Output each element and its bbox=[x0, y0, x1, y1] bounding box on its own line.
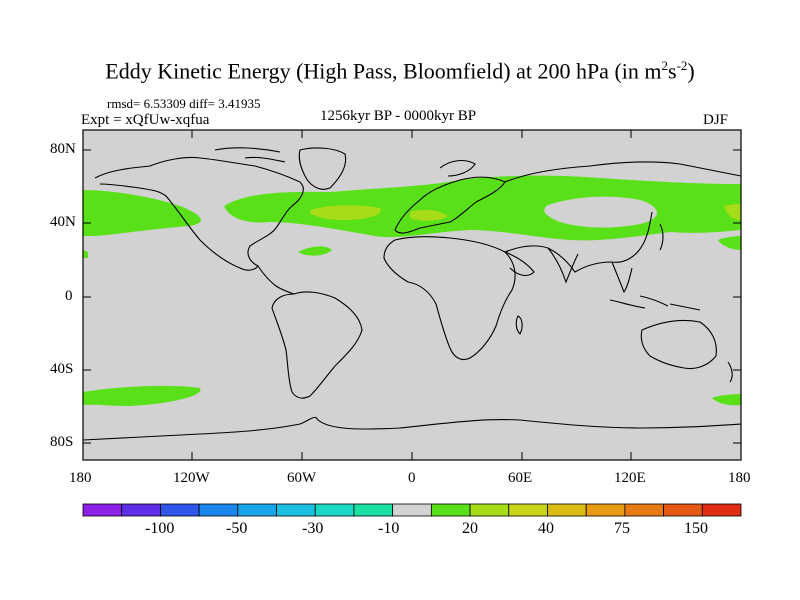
colorbar-swatch bbox=[237, 503, 277, 517]
india-coast bbox=[547, 247, 579, 284]
colorbar-label: -100 bbox=[145, 520, 175, 537]
atlantic-yellow-core bbox=[309, 205, 381, 220]
colorbar-swatch bbox=[276, 503, 316, 517]
arctic-islands bbox=[214, 147, 286, 163]
experiment-label: Expt = xQfUw-xqfua bbox=[81, 112, 210, 128]
lat-label-40n: 40N bbox=[50, 214, 76, 230]
colorbar-label: -30 bbox=[302, 520, 324, 537]
lon-label-120e: 120E bbox=[614, 470, 646, 486]
map-title: Eddy Kinetic Energy (High Pass, Bloomfie… bbox=[105, 58, 695, 84]
coastlines bbox=[82, 147, 742, 441]
lon-label-60w: 60W bbox=[287, 470, 317, 486]
antarctica-coast bbox=[82, 416, 742, 441]
colorbar-swatch bbox=[701, 503, 742, 517]
europe-coast bbox=[394, 176, 506, 234]
right-edge-patch bbox=[718, 236, 741, 250]
lat-label-40s: 40S bbox=[50, 361, 74, 377]
colorbar-swatch bbox=[353, 503, 394, 517]
greenland-coast bbox=[298, 147, 347, 190]
colorbar-swatch bbox=[392, 503, 432, 517]
colorbar-label: 20 bbox=[462, 520, 478, 537]
sh-green-band-left bbox=[83, 385, 201, 406]
colorbar-swatch bbox=[314, 503, 355, 517]
lat-label-0: 0 bbox=[65, 288, 73, 304]
new-zealand-coast bbox=[727, 361, 733, 383]
asia-gray-hole bbox=[544, 196, 657, 228]
stats-text: rmsd= 6.53309 diff= 3.41935 bbox=[107, 96, 261, 111]
lon-label-0: 0 bbox=[408, 470, 416, 486]
period-label: 1256kyr BP - 0000kyr BP bbox=[320, 108, 477, 124]
central-america-coast bbox=[257, 265, 295, 295]
colorbar-swatch bbox=[508, 503, 548, 517]
lon-label-120w: 120W bbox=[173, 470, 210, 486]
map-background bbox=[83, 130, 741, 460]
europe-yellow-core bbox=[410, 209, 448, 221]
pacific-green-band bbox=[83, 190, 201, 236]
africa-coast bbox=[383, 236, 516, 361]
southeast-asia-coast bbox=[611, 261, 633, 294]
south-america-coast bbox=[271, 291, 363, 399]
colorbar-label: 40 bbox=[538, 520, 554, 537]
colorbar-label: 150 bbox=[684, 520, 708, 537]
lat-label-80s: 80S bbox=[50, 434, 74, 450]
lat-label-80n: 80N bbox=[50, 141, 76, 157]
indonesia-coast bbox=[609, 295, 701, 311]
japan-coast bbox=[659, 223, 664, 251]
colorbar bbox=[82, 503, 742, 517]
australia-coast bbox=[640, 319, 717, 370]
scandinavia-coast bbox=[439, 159, 476, 177]
season-label: DJF bbox=[703, 112, 729, 128]
colorbar-swatch bbox=[430, 503, 471, 517]
colorbar-label: -50 bbox=[226, 520, 248, 537]
sh-green-band-right bbox=[712, 394, 741, 406]
colorbar-swatch bbox=[469, 503, 510, 517]
colorbar-swatch bbox=[198, 503, 239, 517]
atlantic-green-patch bbox=[298, 246, 332, 256]
axis-ticks bbox=[83, 130, 741, 460]
colorbar-swatch bbox=[121, 503, 161, 517]
colorbar-label: 75 bbox=[614, 520, 630, 537]
north-america-coast bbox=[94, 156, 304, 271]
left-edge-patch bbox=[83, 250, 88, 258]
lon-label-180e: 180 bbox=[728, 470, 751, 486]
madagascar-coast bbox=[515, 315, 523, 335]
colorbar-swatch bbox=[585, 503, 626, 517]
arabia-coast bbox=[504, 251, 535, 277]
colorbar-swatch bbox=[663, 503, 703, 517]
colorbar-swatch bbox=[547, 503, 587, 517]
lon-label-60e: 60E bbox=[508, 470, 533, 486]
lon-label-180w: 180 bbox=[69, 470, 92, 486]
colorbar-swatch bbox=[624, 503, 664, 517]
anomaly-fields bbox=[83, 175, 741, 406]
east-yellow-core bbox=[724, 204, 741, 220]
asia-coast bbox=[504, 161, 742, 273]
colorbar-swatch bbox=[82, 503, 123, 517]
colorbar-label: -10 bbox=[378, 520, 400, 537]
colorbar-swatch bbox=[160, 503, 200, 517]
